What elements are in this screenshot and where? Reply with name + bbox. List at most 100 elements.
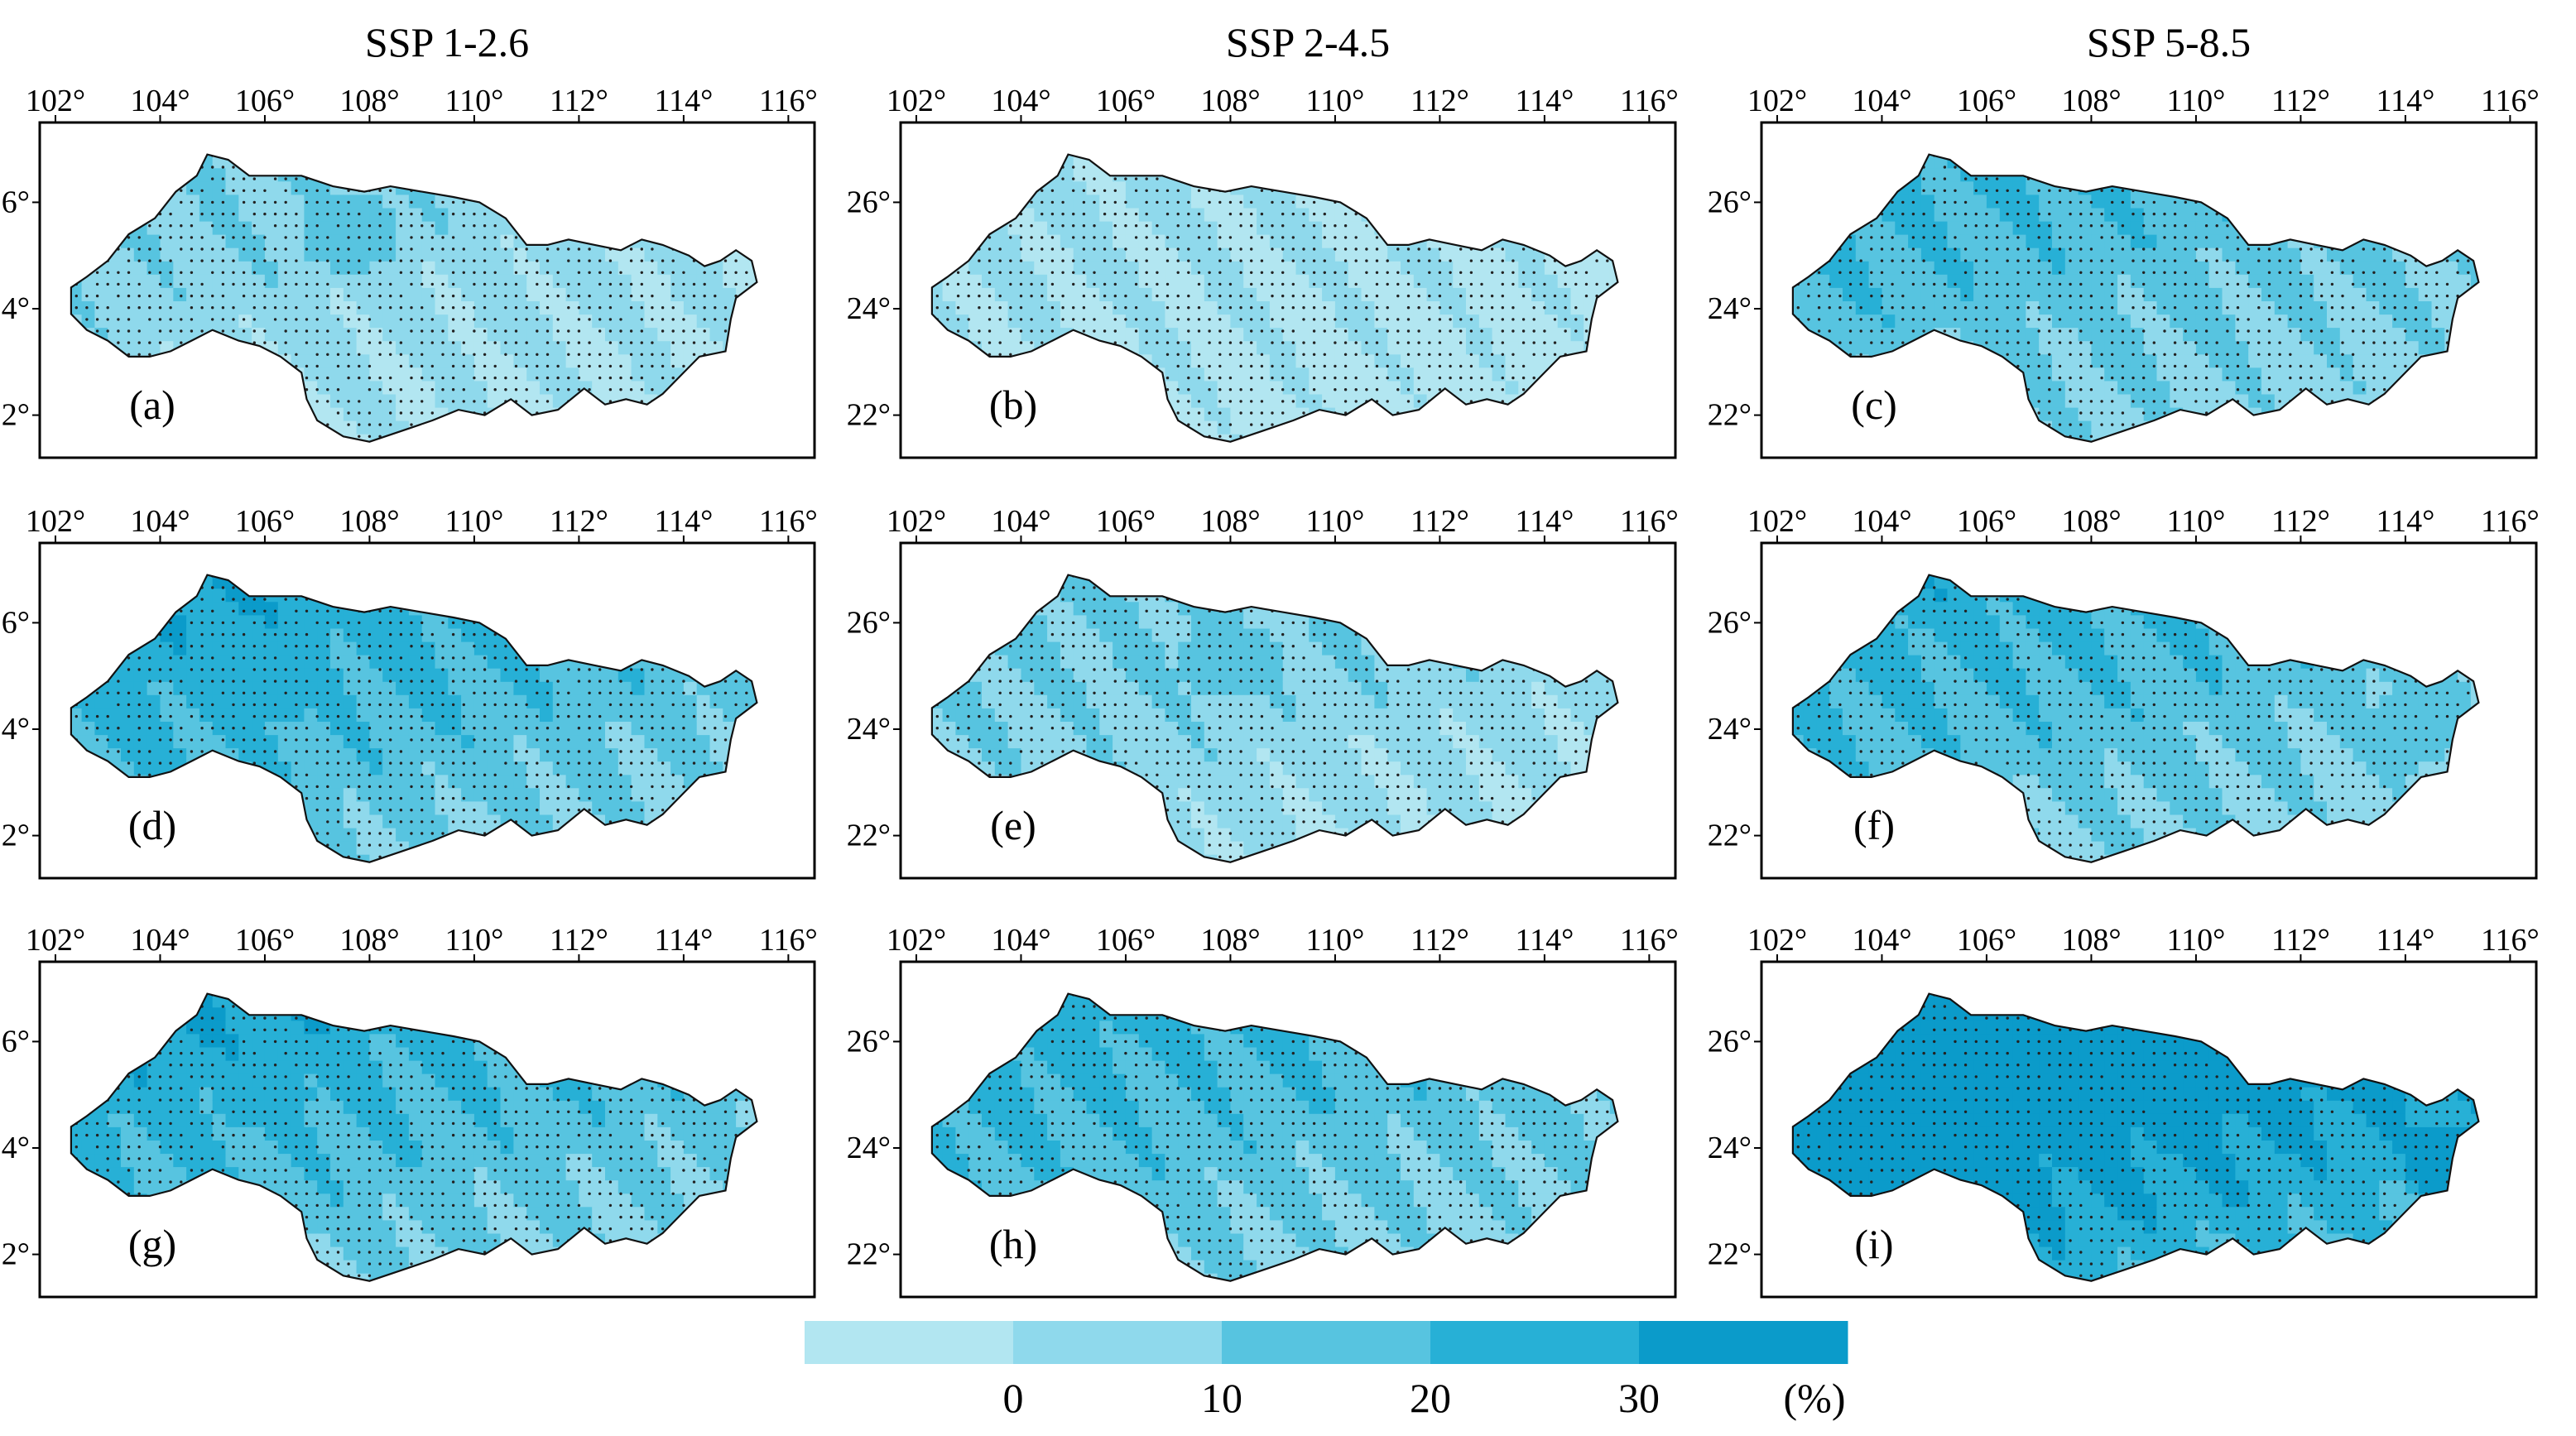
grid-cell <box>683 434 698 442</box>
grid-cell <box>369 261 383 275</box>
dot <box>514 212 518 216</box>
grid-cell <box>1230 154 1244 156</box>
dot <box>1228 200 1233 204</box>
dot <box>1218 154 1222 157</box>
grid-cell <box>657 154 671 169</box>
dot <box>1124 166 1127 169</box>
dot <box>95 247 99 251</box>
grid-cell <box>605 380 619 395</box>
grid-cell <box>108 393 122 408</box>
grid-cell <box>225 367 239 382</box>
dot <box>723 224 728 228</box>
dot <box>514 306 518 310</box>
grid-cell <box>1178 434 1192 442</box>
grid-cell <box>1505 180 1519 195</box>
dot <box>252 376 256 380</box>
grid-cell <box>277 154 292 169</box>
grid-cell <box>1007 434 1021 442</box>
dot <box>148 247 151 251</box>
grid-cell <box>618 406 632 421</box>
grid-cell <box>186 353 200 368</box>
grid-cell <box>736 406 750 421</box>
dot <box>714 364 717 368</box>
grid-cell <box>317 154 331 169</box>
dot <box>734 271 738 274</box>
grid-cell <box>1230 300 1244 315</box>
dot <box>358 212 361 216</box>
grid-cell <box>762 354 776 368</box>
grid-cell <box>579 220 593 235</box>
dot <box>946 271 949 274</box>
dot <box>745 247 748 251</box>
grid-cell <box>1034 234 1048 248</box>
grid-cell <box>1361 406 1375 421</box>
dot <box>619 154 622 157</box>
grid-cell <box>291 420 305 435</box>
grid-cell <box>955 127 968 142</box>
grid-cell <box>435 287 449 301</box>
dot <box>451 200 455 204</box>
dot <box>1124 247 1127 251</box>
grid-cell <box>565 406 579 421</box>
grid-cell <box>121 327 135 342</box>
grid-cell <box>1191 340 1205 355</box>
dot <box>967 224 970 228</box>
grid-cell <box>225 261 239 275</box>
grid-cell <box>1584 261 1598 275</box>
grid-cell <box>736 154 750 156</box>
dot <box>127 189 131 192</box>
grid-cell <box>369 380 383 395</box>
dot <box>755 166 757 169</box>
grid-cell <box>618 261 632 275</box>
grid-cell <box>968 420 983 435</box>
dot <box>1323 236 1327 239</box>
dot <box>421 166 424 169</box>
dot <box>347 423 350 426</box>
dot <box>504 154 507 157</box>
dot <box>169 259 172 262</box>
grid-cell <box>1466 154 1480 156</box>
dot <box>462 435 465 438</box>
grid-cell <box>1544 194 1559 209</box>
dot <box>1019 376 1023 380</box>
dot <box>451 364 455 368</box>
grid-cell <box>1060 340 1074 355</box>
dot <box>1250 341 1253 344</box>
grid-cell <box>212 406 227 421</box>
grid-cell <box>1361 194 1375 209</box>
dot <box>200 282 204 286</box>
grid-cell <box>762 407 776 421</box>
dot <box>1271 271 1274 274</box>
grid-cell <box>943 127 956 142</box>
grid-cell <box>448 353 462 368</box>
grid-cell <box>264 234 279 248</box>
dot <box>295 271 298 274</box>
dot <box>1260 423 1264 426</box>
dot <box>588 306 591 310</box>
dot <box>221 423 225 426</box>
grid-cell <box>1584 434 1598 442</box>
dot <box>545 154 550 157</box>
dot <box>273 154 277 157</box>
dot <box>1197 329 1201 333</box>
grid-cell <box>1204 406 1218 421</box>
dot <box>284 282 287 286</box>
dot <box>74 400 79 403</box>
dot <box>1103 435 1107 438</box>
grid-cell <box>238 274 252 288</box>
grid-cell <box>1505 274 1519 288</box>
grid-cell <box>1060 380 1074 395</box>
grid-cell <box>618 300 632 315</box>
grid-cell <box>723 180 737 195</box>
dot <box>117 341 120 344</box>
grid-cell <box>994 367 1009 382</box>
dot <box>978 259 981 262</box>
dot <box>1187 435 1190 438</box>
dot <box>358 353 361 356</box>
grid-cell <box>1361 380 1375 395</box>
dot <box>956 329 960 333</box>
grid-cell <box>94 340 108 355</box>
dot <box>158 236 162 239</box>
dot <box>421 329 424 333</box>
dot <box>703 376 706 380</box>
